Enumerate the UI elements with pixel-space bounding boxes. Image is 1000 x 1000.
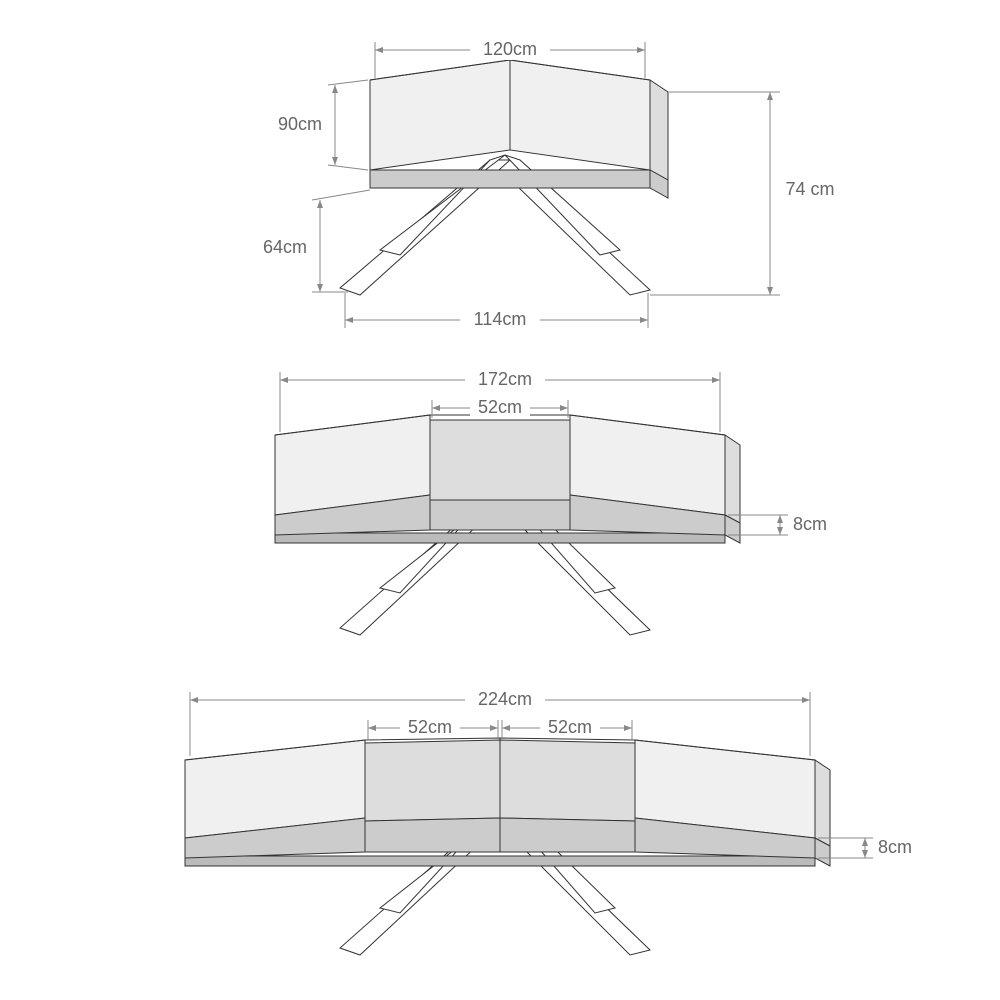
top-two-ext — [185, 738, 830, 866]
view-one-ext: 172cm 52cm 8cm — [275, 368, 827, 635]
top-one-ext — [275, 415, 740, 543]
dim-ext2-width: 224cm — [478, 689, 532, 709]
dim-closed-width: 120cm — [483, 39, 537, 59]
dim-closed-legheight: 64cm — [263, 237, 307, 257]
dim-ext2-insert-a: 52cm — [408, 717, 452, 737]
dim-closed-depth: 90cm — [278, 114, 322, 134]
dim-ext1-thick: 8cm — [793, 514, 827, 534]
dim-ext2-thick: 8cm — [878, 837, 912, 857]
dim-closed-height: 74 cm — [785, 179, 834, 199]
view-two-ext: 224cm 52cm 52cm 8cm — [185, 688, 912, 955]
dim-ext1-insert: 52cm — [478, 397, 522, 417]
diagram-canvas: 120cm 90cm 74 cm 64cm 114cm — [0, 0, 1000, 1000]
dim-ext1-width: 172cm — [478, 369, 532, 389]
dim-ext2-insert-b: 52cm — [548, 717, 592, 737]
top-closed — [370, 60, 668, 198]
dim-closed-legspread: 114cm — [474, 309, 527, 329]
view-closed: 120cm 90cm 74 cm 64cm 114cm — [263, 38, 835, 330]
